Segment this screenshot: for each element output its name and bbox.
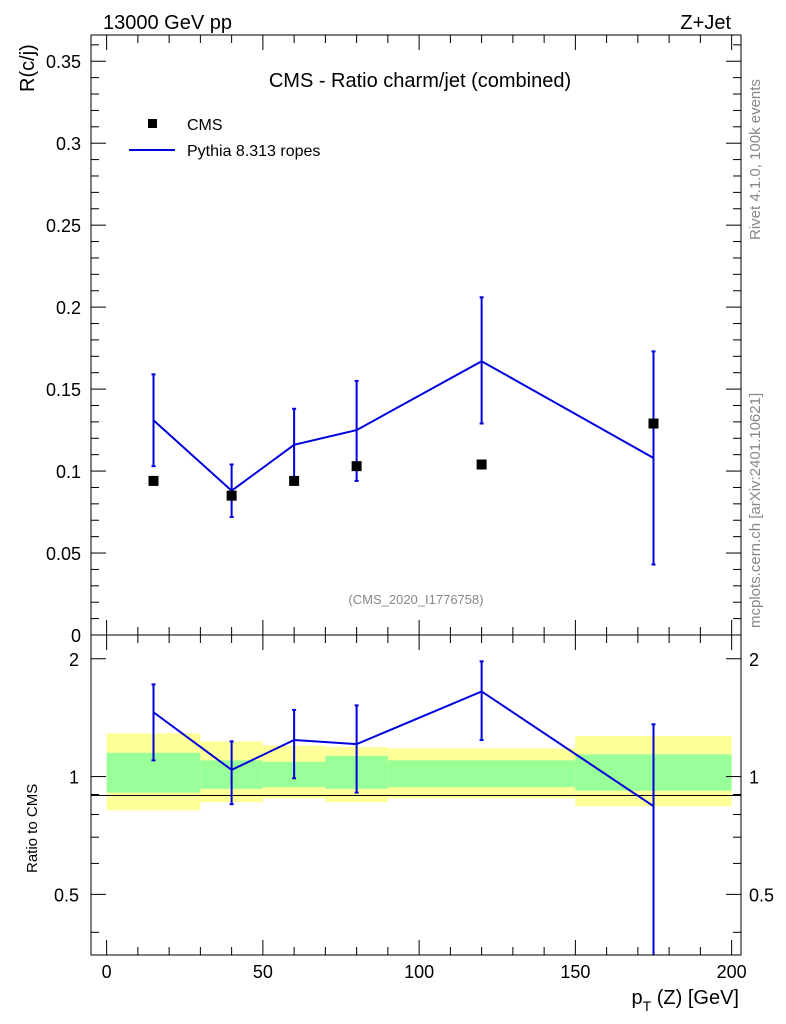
y-tick-label: 0.15 [46,380,81,400]
y-tick-label: 0 [71,626,81,646]
header-process-label: Z+Jet [680,12,731,34]
main-title: CMS - Ratio charm/jet (combined) [269,70,571,92]
ratio-frame [90,634,742,956]
x-axis-label-p: p [632,987,643,1009]
x-tick-label: 0 [102,962,112,982]
y-tick-label: 0.2 [56,298,81,318]
ratio-y-tick-label-right: 2 [749,650,759,670]
ratio-mc-series [151,660,656,955]
ratio-ticks [91,635,741,955]
data-point [148,475,159,486]
mc-line [152,360,654,493]
y-tick-label: 0.05 [46,544,81,564]
main-y-tick-labels: 0 0.05 0.1 0.15 0.2 0.25 0.3 0.35 [46,52,81,646]
y-tick-label: 0.35 [46,52,81,72]
y-tick-label: 0.3 [56,134,81,154]
data-point [351,461,362,472]
x-tick-label: 200 [717,962,747,982]
main-data-series [148,418,659,501]
x-tick-label: 100 [404,962,434,982]
ratio-y-tick-label-right: 0.5 [749,885,774,905]
x-tick-label: 150 [560,962,590,982]
analysis-watermark: (CMS_2020_I1776758) [348,592,483,607]
x-axis-label: pT (Z) [GeV] [632,987,739,1014]
legend-data-marker [148,119,157,128]
ratio-y-tick-label-right: 1 [749,768,759,788]
side-rivet-label: Rivet 4.1.0, 100k events [747,79,764,240]
x-tick-labels: 0 50 100 150 200 [102,962,747,982]
legend-mc-label: Pythia 8.313 ropes [187,143,320,160]
data-point [476,459,487,470]
ratio-uncertainty-bands [106,733,732,811]
side-mcplots-label: mcplots.cern.ch [arXiv:2401.10621] [747,393,764,628]
ratio-y-tick-label-left: 1 [69,768,79,788]
header-energy-label: 13000 GeV pp [103,12,232,34]
ratio-y-tick-label-left: 0.5 [54,885,79,905]
x-axis-label-rest: (Z) [GeV] [651,987,739,1009]
ratio-y-tick-label-left: 2 [69,650,79,670]
legend-data-label: CMS [187,117,223,134]
ratio-panel: 0.5 0.5 1 1 2 2 0 50 100 150 200 Ratio to CMS pT … [24,634,774,1014]
y-tick-label: 0.25 [46,216,81,236]
main-mc-series [151,296,656,566]
data-point [648,418,659,429]
main-panel: CMS - Ratio charm/jet (combined) R(c/j) … [17,34,742,646]
uncertainty-band-inner [387,760,576,788]
data-point [289,475,300,486]
data-point [226,490,237,501]
ratio-mc-line [152,690,655,808]
ratio-y-tick-labels: 0.5 0.5 1 1 2 2 [54,650,774,906]
x-axis-label-subscript: T [643,998,652,1014]
y-tick-label: 0.1 [56,462,81,482]
main-y-axis-label: R(c/j) [17,44,39,92]
x-tick-label: 50 [253,962,273,982]
main-ticks [91,35,741,636]
ratio-y-axis-label: Ratio to CMS [24,784,41,873]
